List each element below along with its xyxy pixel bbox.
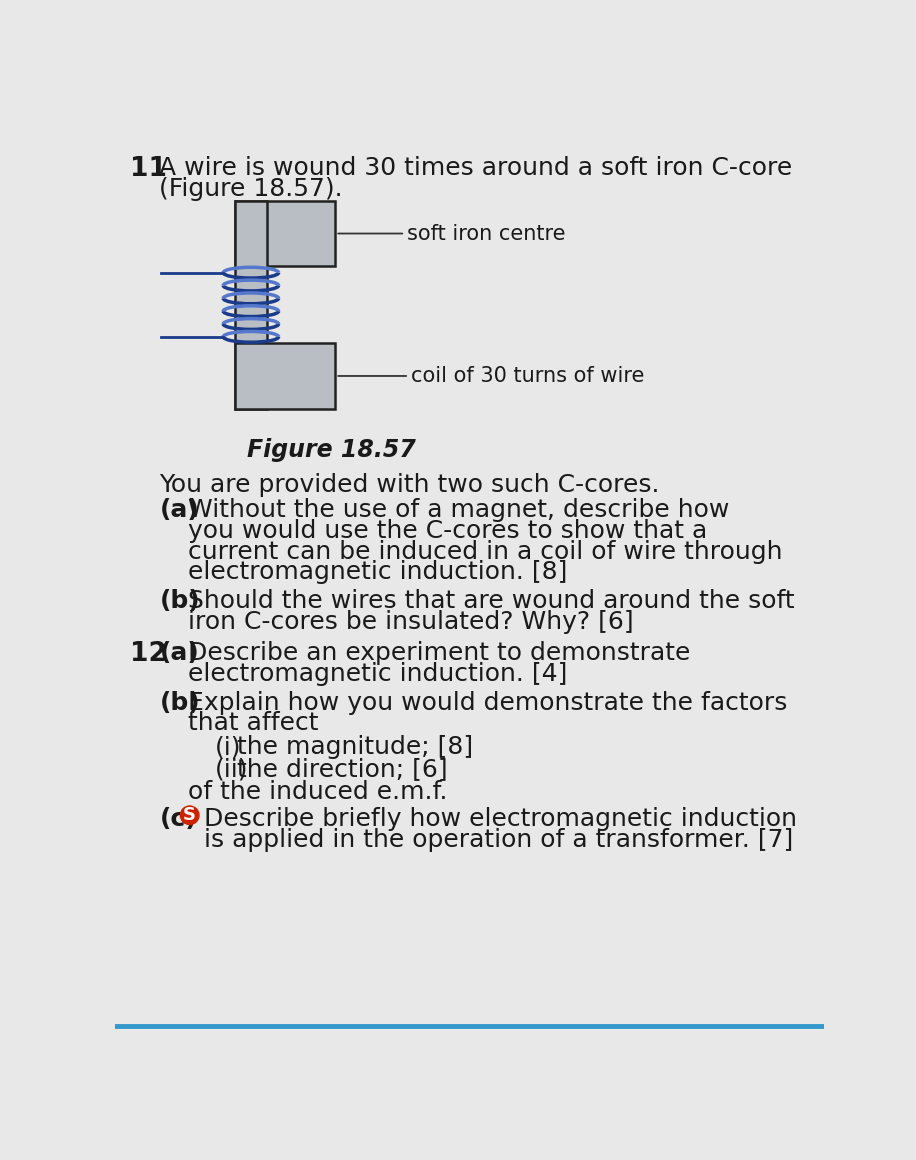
Text: electromagnetic induction. [8]: electromagnetic induction. [8] (188, 560, 568, 585)
Text: (a): (a) (159, 498, 199, 522)
Circle shape (180, 806, 199, 825)
Text: Explain how you would demonstrate the factors: Explain how you would demonstrate the fa… (188, 690, 788, 715)
Text: (ii): (ii) (215, 757, 249, 782)
Text: A wire is wound 30 times around a soft iron C-core: A wire is wound 30 times around a soft i… (159, 157, 792, 180)
Text: (c): (c) (159, 807, 197, 831)
Text: the magnitude; [8]: the magnitude; [8] (237, 735, 473, 759)
Text: You are provided with two such C-cores.: You are provided with two such C-cores. (159, 472, 660, 496)
Text: (Figure 18.57).: (Figure 18.57). (159, 177, 344, 201)
Text: of the induced e.m.f.: of the induced e.m.f. (188, 780, 448, 804)
Text: (a): (a) (159, 641, 199, 665)
Text: 12: 12 (130, 641, 167, 667)
Text: the direction; [6]: the direction; [6] (237, 757, 448, 782)
Text: iron C-cores be insulated? Why? [6]: iron C-cores be insulated? Why? [6] (188, 610, 634, 633)
Text: 11: 11 (130, 157, 167, 182)
Text: electromagnetic induction. [4]: electromagnetic induction. [4] (188, 662, 568, 686)
Text: (b): (b) (159, 690, 200, 715)
Text: soft iron centre: soft iron centre (408, 224, 566, 244)
Text: Describe an experiment to demonstrate: Describe an experiment to demonstrate (188, 641, 691, 665)
Bar (234, 201, 335, 267)
Bar (234, 343, 335, 408)
Text: you would use the C-cores to show that a: you would use the C-cores to show that a (188, 519, 707, 543)
Text: Without the use of a magnet, describe how: Without the use of a magnet, describe ho… (188, 498, 729, 522)
Text: (b): (b) (159, 589, 200, 612)
Text: Should the wires that are wound around the soft: Should the wires that are wound around t… (188, 589, 795, 612)
Text: current can be induced in a coil of wire through: current can be induced in a coil of wire… (188, 539, 782, 564)
Text: that affect: that affect (188, 711, 319, 735)
Text: Figure 18.57: Figure 18.57 (247, 438, 416, 462)
Bar (234, 201, 267, 408)
Text: Describe briefly how electromagnetic induction: Describe briefly how electromagnetic ind… (203, 807, 797, 831)
Text: S: S (183, 806, 196, 825)
Text: is applied in the operation of a transformer. [7]: is applied in the operation of a transfo… (203, 827, 793, 851)
Text: (i): (i) (215, 735, 242, 759)
Text: coil of 30 turns of wire: coil of 30 turns of wire (411, 365, 645, 386)
